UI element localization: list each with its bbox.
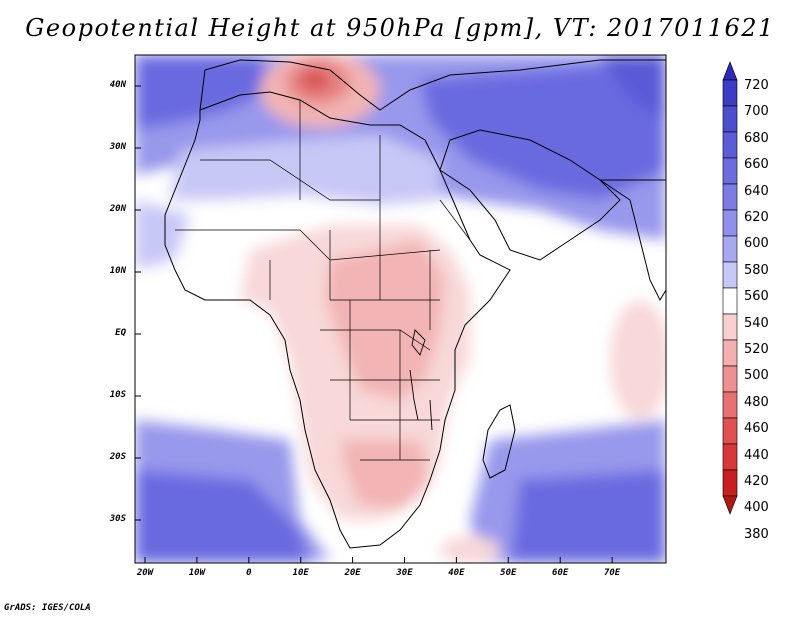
colorbar-swatch (722, 79, 738, 107)
colorbar-label: 480 (744, 394, 769, 410)
colorbar-label: 720 (744, 78, 769, 93)
colorbar-label: 380 (744, 526, 769, 542)
colorbar-top-arrow (722, 61, 738, 81)
colorbar-swatch (722, 287, 738, 315)
colorbar-label: 400 (744, 500, 769, 516)
arabia-coastline (439, 129, 621, 261)
colorbar-label: 680 (744, 130, 769, 146)
colorbar-label: 640 (744, 183, 769, 199)
colorbar-swatch (722, 131, 738, 159)
colorbar-label: 560 (744, 289, 769, 305)
colorbar-label: 700 (744, 104, 769, 120)
colorbar-swatch (722, 183, 738, 211)
india-coastline (598, 179, 666, 302)
colorbar-label: 500 (744, 368, 769, 384)
europe-coastline (199, 59, 666, 111)
lon-label: 10E (292, 568, 309, 578)
country-borders (175, 100, 471, 461)
colorbar-swatch (722, 209, 738, 237)
colorbar-swatch (722, 365, 738, 393)
colorbar-swatch (722, 235, 738, 263)
madagascar-coastline (482, 404, 516, 479)
colorbar-swatch (722, 443, 738, 471)
field-mozambique-warm (440, 536, 500, 563)
map-frame (134, 54, 667, 564)
field-med-centre (301, 70, 329, 90)
colorbar-label: 440 (744, 447, 769, 463)
lat-label: 20S (109, 452, 126, 462)
colorbar-label: 600 (744, 236, 769, 252)
colorbar-swatch (722, 313, 738, 341)
lat-label: 10N (109, 266, 126, 276)
lat-label: 10S (109, 390, 126, 400)
colorbar-swatch (722, 339, 738, 367)
lon-label: 10W (188, 568, 206, 578)
colorbar-label: 520 (744, 342, 769, 357)
lat-label: 20N (109, 204, 126, 214)
colorbar-swatch (722, 105, 738, 133)
lon-label: 30E (396, 568, 413, 578)
africa-coastline (164, 91, 511, 549)
lon-label: 20W (136, 568, 154, 578)
colorbar-label: 660 (744, 157, 769, 173)
field-middle-east (420, 60, 666, 200)
colorbar-swatch (722, 469, 738, 497)
field-south-indian-far (510, 470, 666, 563)
colorbar-swatch (722, 391, 738, 419)
colorbar-swatch (722, 417, 738, 445)
lon-label: 50E (500, 568, 517, 578)
lat-label: EQ (115, 328, 126, 338)
colorbar-swatch (722, 261, 738, 289)
field-central-mid (325, 240, 445, 400)
lon-label: 20E (344, 568, 361, 578)
lat-label: 30S (109, 514, 126, 524)
field-atlantic-pale (135, 200, 190, 270)
field-sahara (170, 135, 440, 205)
lon-label: 60E (552, 568, 569, 578)
colorbar-label: 460 (744, 421, 769, 437)
lon-label: 40E (448, 568, 465, 578)
great-lakes (409, 329, 433, 431)
lat-label: 30N (109, 142, 126, 152)
field-south-far (135, 470, 310, 563)
lon-label: 70E (603, 568, 621, 578)
grads-credit: GrADS: IGES/COLA (4, 603, 91, 613)
field-northeast-deep (600, 55, 666, 120)
colorbar-label: 420 (744, 474, 769, 489)
colorbar-swatch (722, 157, 738, 185)
colorbar-label: 620 (744, 210, 769, 225)
field-south-warm (340, 440, 430, 510)
lon-label: 0 (246, 568, 252, 578)
map-title: Geopotential Height at 950hPa [gpm], VT:… (25, 14, 775, 42)
colorbar-bottom-arrow (722, 495, 738, 515)
colorbar-label: 540 (744, 315, 769, 331)
lat-label: 40N (109, 80, 126, 90)
field-east-warm (610, 300, 666, 420)
colorbar-label: 580 (744, 262, 769, 278)
